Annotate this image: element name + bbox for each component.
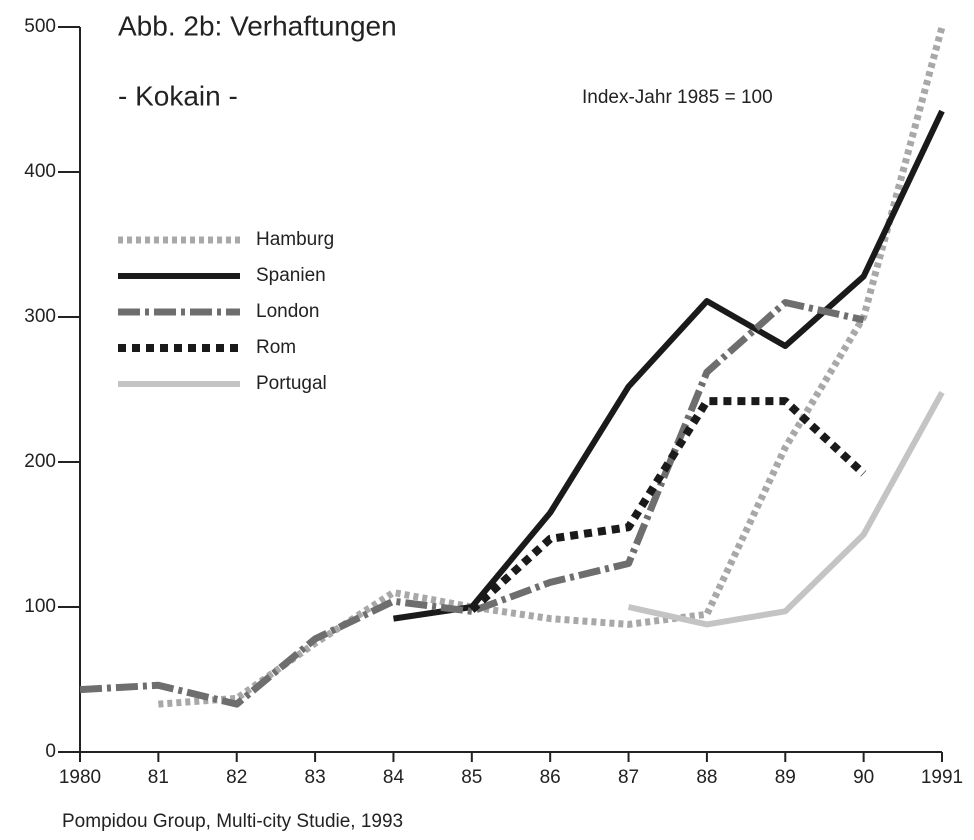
series-line bbox=[469, 397, 867, 613]
chart-subtitle: - Kokain - bbox=[118, 80, 238, 111]
x-tick-label: 1980 bbox=[59, 767, 101, 788]
series-line bbox=[393, 109, 945, 622]
x-tick-label: 89 bbox=[775, 767, 796, 788]
x-tick-label: 81 bbox=[148, 767, 169, 788]
y-tick-label: 100 bbox=[24, 596, 56, 617]
x-tick-label: 85 bbox=[461, 767, 482, 788]
annotation: Index-Jahr 1985 = 100 bbox=[582, 87, 773, 108]
y-tick-label: 400 bbox=[24, 161, 56, 182]
series-line bbox=[79, 299, 865, 708]
legend-label: Hamburg bbox=[256, 229, 334, 250]
x-tick-label: 1991 bbox=[921, 767, 963, 788]
x-tick-label: 83 bbox=[305, 767, 326, 788]
y-tick-label: 300 bbox=[24, 306, 56, 327]
x-tick-label: 87 bbox=[618, 767, 639, 788]
x-tick-label: 90 bbox=[853, 767, 874, 788]
series-line bbox=[627, 390, 945, 628]
legend-label: Rom bbox=[256, 337, 296, 358]
y-tick-label: 500 bbox=[24, 16, 56, 37]
y-tick-label: 0 bbox=[45, 741, 56, 762]
legend-label: Portugal bbox=[256, 373, 327, 394]
y-tick-label: 200 bbox=[24, 451, 56, 472]
x-tick-label: 86 bbox=[540, 767, 561, 788]
x-tick-label: 88 bbox=[696, 767, 717, 788]
legend-label: Spanien bbox=[256, 265, 326, 286]
series-line bbox=[158, 26, 946, 708]
source: Pompidou Group, Multi-city Studie, 1993 bbox=[62, 811, 403, 832]
x-tick-label: 82 bbox=[226, 767, 247, 788]
chart-title: Abb. 2b: Verhaftungen bbox=[118, 10, 397, 41]
legend-label: London bbox=[256, 301, 319, 322]
x-tick-label: 84 bbox=[383, 767, 405, 788]
